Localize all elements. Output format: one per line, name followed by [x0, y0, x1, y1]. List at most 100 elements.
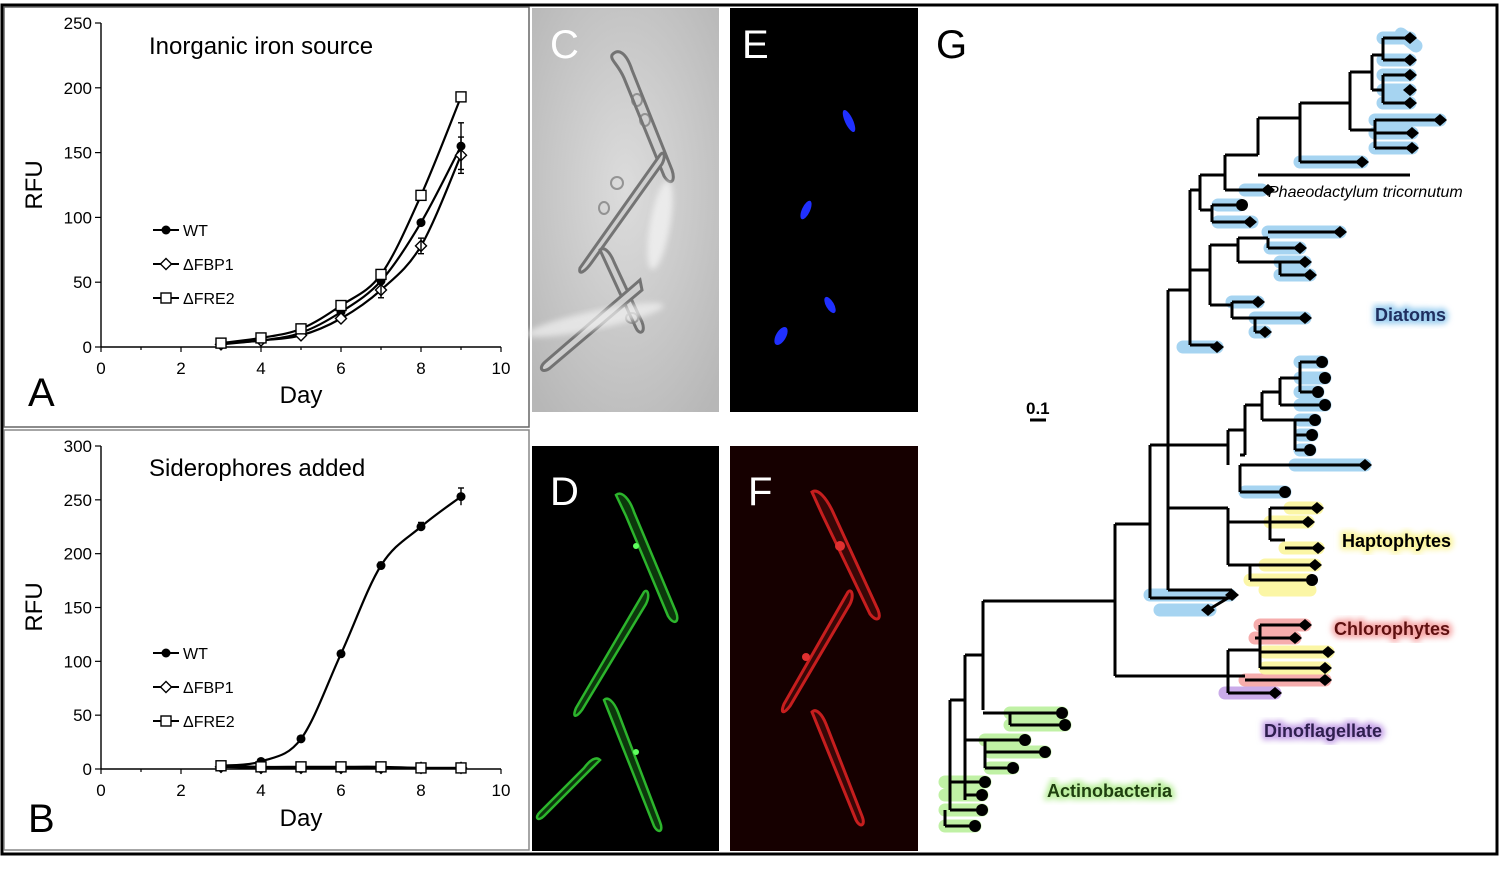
x-tick-label: 10: [492, 781, 511, 800]
chart-a-plot: 0 50 100 150 200 250 0 2 4 6 8 10 WT ΔFBP1 ΔFRE2: [64, 14, 511, 378]
clade-label-actinobacteria: Actinobacteria: [1047, 781, 1173, 801]
chart-b-xlabel: Day: [280, 805, 323, 832]
data-point-square: [215, 337, 227, 349]
data-point-square: [375, 761, 387, 773]
legend-marker-circle: [161, 225, 171, 235]
x-tick-label: 6: [336, 359, 345, 378]
clade-haptophytes: Haptophytes Haptophytes: [1339, 528, 1454, 554]
legend-label: ΔFBP1: [183, 680, 234, 697]
panel-f: F: [730, 446, 918, 851]
legend-label: WT: [183, 223, 208, 240]
panel-e-nuclei: [774, 109, 856, 346]
svg-text:Chlorophytes: Chlorophytes: [1334, 619, 1450, 639]
tree-species-label: Phaeodactylum tricornutum: [1268, 184, 1463, 201]
panel-a: Inorganic iron source A Day RFU 05010015…: [3, 6, 530, 428]
panel-e-image: [730, 8, 918, 412]
panel-c: C: [526, 8, 719, 412]
x-tick-label: 4: [256, 781, 265, 800]
legend-marker-square: [160, 292, 172, 304]
clade-dinoflagellate: Dinoflagellate Dinoflagellate: [1261, 718, 1385, 744]
clade-actinobacteria: Actinobacteria Actinobacteria: [1044, 778, 1176, 804]
data-point-square: [255, 761, 267, 773]
y-tick-label: 250: [64, 14, 92, 33]
clade-label-chlorophytes: Chlorophytes: [1334, 619, 1450, 639]
x-tick-label: 0: [96, 359, 105, 378]
panel-g: G: [936, 23, 1463, 833]
svg-text:Haptophytes: Haptophytes: [1342, 531, 1451, 551]
clade-chlorophytes: Chlorophytes Chlorophytes: [1331, 616, 1453, 642]
panel-d-letter: D: [550, 470, 579, 514]
data-point-square: [415, 189, 427, 202]
tree-tips: [969, 32, 1447, 832]
panel-b-letter: B: [28, 797, 55, 841]
chart-a-title: Inorganic iron source: [149, 33, 373, 60]
panel-a-letter: A: [28, 371, 55, 415]
x-tick-label: 2: [176, 781, 185, 800]
panel-f-cells: [780, 489, 881, 827]
y-tick-label: 150: [64, 144, 92, 163]
y-tick-label: 100: [64, 652, 92, 671]
chart-b-title: Siderophores added: [149, 455, 365, 482]
x-tick-label: 8: [416, 359, 425, 378]
x-tick-label: 0: [96, 781, 105, 800]
data-point-square: [455, 762, 467, 774]
data-point-square: [415, 762, 427, 774]
x-tick-label: 8: [416, 781, 425, 800]
x-tick-label: 4: [256, 359, 265, 378]
svg-text:Dinoflagellate: Dinoflagellate: [1264, 721, 1382, 741]
panel-c-letter: C: [550, 23, 579, 67]
legend-marker-diamond: [159, 680, 173, 694]
x-tick-label: 10: [492, 359, 511, 378]
x-tick-label: 6: [336, 781, 345, 800]
data-point-diamond: [334, 311, 348, 325]
y-tick-label: 100: [64, 208, 92, 227]
data-point-square: [295, 323, 307, 335]
data-point-square: [255, 332, 267, 344]
chart-a-ylabel: RFU: [21, 160, 48, 209]
panel-e-letter: E: [742, 23, 769, 67]
y-tick-label: 250: [64, 491, 92, 510]
chart-a-xlabel: Day: [280, 382, 323, 409]
tree-branches: [943, 36, 1440, 828]
clade-label-haptophytes: Haptophytes: [1342, 531, 1451, 551]
legend-marker-square: [160, 715, 172, 727]
y-tick-label: 200: [64, 79, 92, 98]
y-tick-label: 50: [73, 706, 92, 725]
clade-diatoms: Diatoms Diatoms: [1372, 302, 1449, 328]
data-point-square: [335, 761, 347, 773]
legend-label: ΔFBP1: [183, 257, 234, 274]
chart-b-ylabel: RFU: [21, 582, 48, 631]
legend-label: ΔFRE2: [183, 714, 235, 731]
data-point-square: [335, 299, 347, 312]
svg-text:Actinobacteria: Actinobacteria: [1047, 781, 1173, 801]
svg-text:Diatoms: Diatoms: [1375, 305, 1446, 325]
legend-marker-circle: [161, 648, 171, 658]
data-point-square: [455, 91, 467, 103]
panel-a-frame: [3, 6, 530, 428]
data-point-square: [375, 268, 387, 281]
tree-scale-label: 0.1: [1026, 399, 1050, 418]
panel-b-frame: [3, 429, 530, 851]
panel-d-cells: [535, 492, 679, 833]
y-tick-label: 0: [83, 760, 92, 779]
data-point-square: [215, 760, 227, 772]
y-tick-label: 50: [73, 273, 92, 292]
data-point-circle: [336, 649, 346, 659]
clade-label-diatoms: Diatoms: [1375, 305, 1446, 325]
panel-f-letter: F: [748, 470, 772, 514]
y-tick-label: 150: [64, 599, 92, 618]
y-tick-label: 200: [64, 545, 92, 564]
data-point-circle: [296, 734, 306, 744]
x-tick-label: 2: [176, 359, 185, 378]
data-point-square: [295, 761, 307, 773]
panel-b: Siderophores added B Day RFU 05010015020…: [3, 429, 530, 851]
panel-g-letter: G: [936, 23, 967, 67]
data-point-circle: [416, 218, 426, 228]
chart-b-plot: 0 50 100 150 200 250 300 0 2 4 6 8 10 WT ΔFBP1 ΔFRE2: [64, 437, 511, 800]
y-tick-label: 0: [83, 338, 92, 357]
legend-label: ΔFRE2: [183, 291, 235, 308]
clade-label-dinoflagellate: Dinoflagellate: [1264, 721, 1382, 741]
panel-d: D: [532, 446, 719, 851]
legend-label: WT: [183, 646, 208, 663]
